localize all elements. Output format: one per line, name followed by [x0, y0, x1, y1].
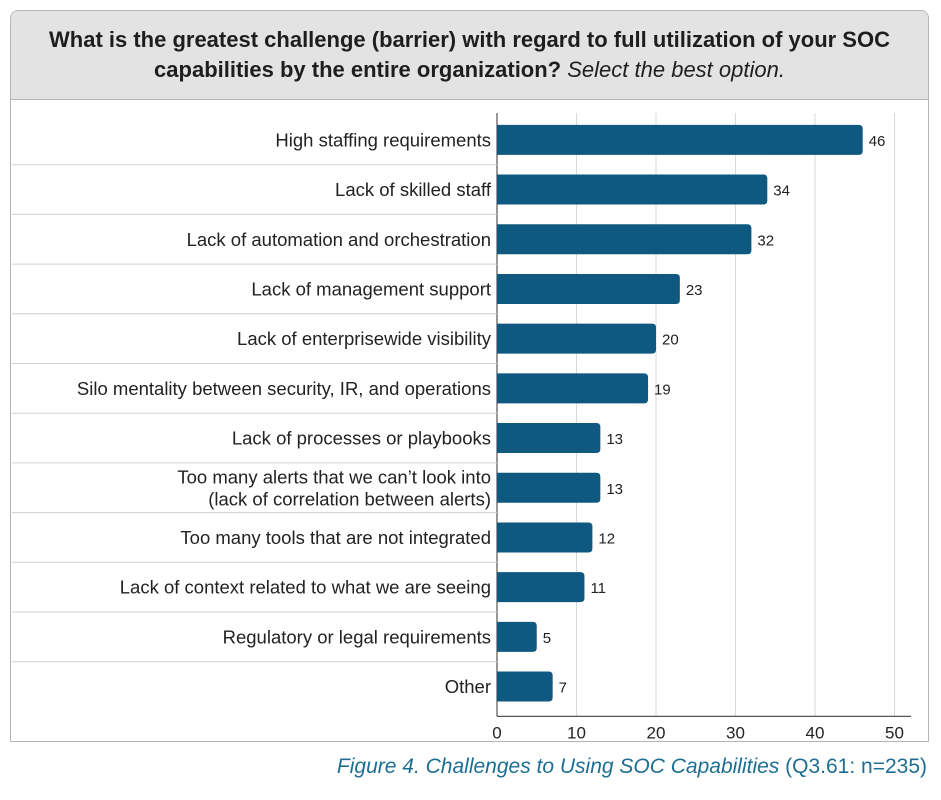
value-label: 5 — [543, 630, 551, 647]
category-label: Other — [445, 676, 491, 697]
bars — [497, 124, 863, 702]
category-label: Silo mentality between security, IR, and… — [77, 378, 491, 399]
category-label: Lack of processes or playbooks — [232, 428, 491, 449]
bar — [497, 174, 768, 205]
bar — [497, 273, 680, 304]
bar — [497, 124, 863, 155]
bar — [497, 373, 649, 404]
x-tick-label: 30 — [726, 723, 745, 742]
category-label: Lack of management support — [251, 278, 491, 299]
bar — [497, 224, 752, 255]
question-instruction: Select the best option. — [567, 57, 785, 82]
value-label: 46 — [869, 133, 886, 150]
category-label: Too many alerts that we can’t look into(… — [177, 466, 491, 509]
value-label: 7 — [559, 680, 567, 697]
caption-note: (Q3.61: n=235) — [785, 755, 927, 778]
x-tick-label: 0 — [492, 723, 501, 742]
bar — [497, 472, 601, 503]
category-label: Too many tools that are not integrated — [180, 527, 491, 548]
category-label: High staffing requirements — [275, 129, 491, 150]
x-axis-ticks: 0 10 20 30 40 50 — [492, 723, 904, 742]
value-label: 34 — [773, 183, 790, 200]
value-label: 23 — [686, 282, 703, 299]
row-separators — [12, 164, 497, 663]
value-label: 11 — [590, 580, 606, 597]
value-label: 13 — [606, 431, 623, 448]
value-label: 13 — [606, 481, 623, 498]
x-tick-label: 20 — [647, 723, 666, 742]
chart-header: What is the greatest challenge (barrier)… — [11, 11, 928, 100]
value-label: 20 — [662, 332, 679, 349]
caption-title: Figure 4. Challenges to Using SOC Capabi… — [336, 755, 780, 778]
category-labels: High staffing requirements Lack of skille… — [77, 129, 492, 697]
bar — [497, 522, 593, 553]
grid-lines — [496, 113, 911, 718]
x-tick-label: 40 — [806, 723, 825, 742]
value-labels: 46 34 32 23 20 19 13 13 12 11 5 7 — [543, 133, 886, 697]
category-label: Lack of skilled staff — [335, 179, 492, 200]
value-label: 19 — [654, 381, 671, 398]
bar — [497, 621, 537, 652]
bar — [497, 323, 656, 354]
bar-chart: High staffing requirements Lack of skille… — [12, 113, 911, 742]
category-label: Lack of context related to what we are s… — [120, 577, 491, 598]
bar — [497, 572, 585, 603]
value-label: 32 — [757, 232, 774, 249]
figure-caption: Figure 4. Challenges to Using SOC Capabi… — [337, 755, 927, 779]
x-tick-label: 50 — [885, 723, 904, 742]
value-label: 12 — [598, 530, 615, 547]
bar — [497, 671, 553, 702]
category-label: Lack of enterprisewide visibility — [237, 328, 492, 349]
bar — [497, 423, 601, 454]
question-text: What is the greatest challenge (barrier)… — [30, 25, 910, 85]
question-title: What is the greatest challenge (barrier)… — [49, 27, 890, 82]
category-label: Regulatory or legal requirements — [223, 626, 491, 647]
x-tick-label: 10 — [567, 723, 586, 742]
category-label: Lack of automation and orchestration — [187, 229, 491, 250]
